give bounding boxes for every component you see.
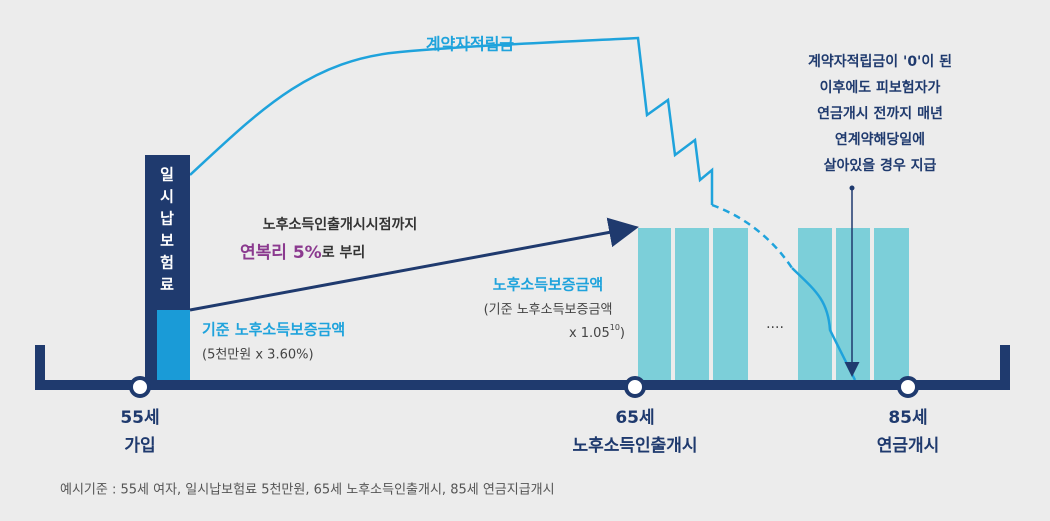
formula-close: ) (620, 326, 625, 341)
note-line: 연계약해당일에 (835, 131, 925, 148)
note-dot (849, 185, 855, 191)
growth-suffix: 로 부리 (322, 245, 366, 261)
note-line: 살아있을 경우 지급 (824, 157, 937, 174)
base-amount-formula: (5천만원 x 3.60%) (202, 348, 314, 363)
bar (798, 228, 832, 380)
milestone-dot (624, 376, 646, 398)
growth-rate-line: 연복리 5%로 부리 (240, 243, 365, 263)
guarantee-title: 노후소득보증금액 (493, 276, 603, 294)
growth-rate: 연복리 5% (240, 243, 322, 263)
formula-exponent: 10 (610, 323, 620, 332)
premium-char: 일 (160, 166, 174, 184)
guarantee-formula: (기준 노후소득보증금액 (484, 303, 613, 318)
guarantee-formula2: x 1.0510) (569, 323, 625, 341)
note-line: 연금개시 전까지 매년 (817, 105, 943, 122)
milestone-dot (897, 376, 919, 398)
bar (638, 228, 671, 380)
reserve-label: 계약자적립금 (426, 35, 515, 54)
growth-line: 노후소득인출개시시점까지 (263, 216, 418, 233)
milestone-age: 65세 (615, 408, 654, 428)
note-line: 계약자적립금이 '0'이 된 (808, 53, 952, 70)
milestone-age: 85세 (888, 408, 927, 428)
ellipsis: ···· (766, 320, 784, 336)
milestone-label: 가입 (124, 436, 155, 456)
milestone-dot (129, 376, 151, 398)
base-amount-title: 기준 노후소득보증금액 (202, 321, 345, 339)
reserve-line-end (791, 267, 857, 381)
milestone-age: 55세 (120, 408, 159, 428)
bar (713, 228, 748, 380)
bar (874, 228, 909, 380)
premium-char: 험 (160, 254, 174, 272)
premium-char: 료 (160, 276, 174, 294)
base-amount-box (157, 310, 190, 380)
reserve-line-dashed (711, 203, 794, 269)
footnote: 예시기준 : 55세 여자, 일시납보험료 5천만원, 65세 노후소득인출개시… (60, 483, 555, 498)
premium-char: 시 (160, 188, 174, 206)
bars (638, 228, 909, 380)
note-line: 이후에도 피보험자가 (820, 79, 941, 96)
formula-base: x 1.05 (569, 326, 610, 341)
premium-char: 납 (160, 210, 174, 228)
bar (675, 228, 709, 380)
premium-char: 보 (160, 232, 174, 250)
milestone-label: 연금개시 (877, 436, 940, 456)
milestone-label: 노후소득인출개시 (572, 435, 697, 456)
bar (836, 228, 870, 380)
reserve-line (189, 36, 714, 205)
timeline (35, 345, 1010, 390)
growth-arrow (189, 217, 639, 312)
